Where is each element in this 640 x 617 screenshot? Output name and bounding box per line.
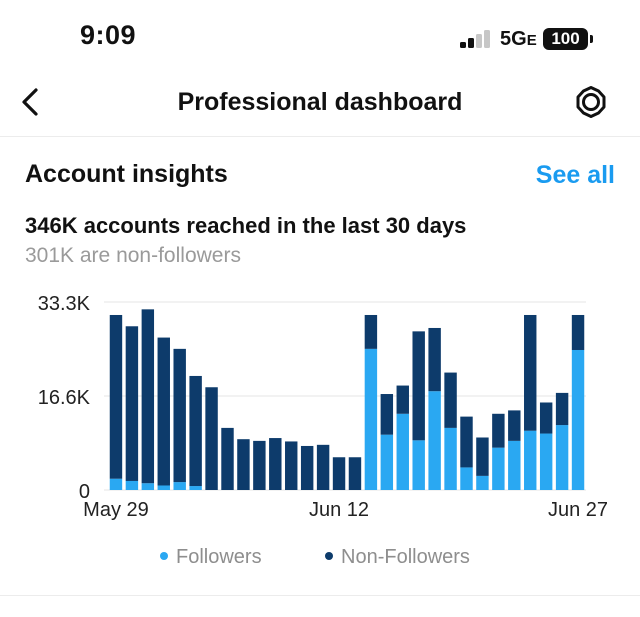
bar-non-followers [157,337,170,486]
bar-followers [412,440,425,490]
x-tick-label: May 29 [83,499,149,521]
bar-followers [555,425,569,490]
bar-followers [189,486,202,490]
battery-cap [590,35,593,43]
x-tick-label: Jun 27 [548,499,608,521]
legend-label-non-followers: Non-Followers [341,546,470,568]
bar-non-followers [348,457,362,490]
bar-non-followers [189,375,202,487]
battery-level: 100 [551,29,580,48]
bar-non-followers [173,348,186,483]
bar-non-followers [253,440,266,490]
non-followers-summary: 301K are non-followers [25,244,241,267]
bar-non-followers [141,309,155,484]
bar-non-followers [332,457,346,490]
bar-followers [173,482,186,490]
status-time: 9:09 [80,20,137,50]
battery-icon: 100 [543,28,588,50]
bar-followers [364,348,378,490]
status-bar: 9:09 5GE 100 [0,0,640,70]
y-tick-label: 33.3K [38,293,91,315]
bar-non-followers [460,416,473,468]
bar-followers [141,483,155,490]
bar-followers [396,413,409,490]
bar-non-followers [300,445,314,490]
bar-non-followers [492,413,505,448]
bar-non-followers [269,438,282,490]
see-all-link[interactable]: See all [535,161,615,189]
legend-dot-non-followers [325,551,333,560]
nav-bar: Professional dashboard [0,70,640,137]
network-indicator: 5GE [500,28,537,51]
bar-non-followers [508,410,521,441]
legend-item-non-followers: Non-Followers [325,546,470,569]
page-title: Professional dashboard [177,88,463,116]
bar-non-followers [396,385,409,414]
bar-non-followers [316,444,330,490]
bar-non-followers [364,314,378,349]
bar-followers [125,480,139,490]
bar-non-followers [285,441,298,490]
chevron-left-icon [22,88,38,116]
bar-non-followers [412,331,425,441]
bar-non-followers [571,314,585,350]
bottom-divider [0,595,640,596]
legend-label-followers: Followers [176,546,262,568]
bar-non-followers [444,372,457,428]
gear-icon [576,86,606,118]
bar-followers [109,478,123,490]
bar-followers [444,427,457,490]
bar-non-followers [109,314,123,479]
bar-non-followers [476,437,489,476]
bar-non-followers [380,394,394,435]
bar-followers [571,349,585,490]
section-title: Account insights [25,160,228,188]
bar-non-followers [237,439,250,490]
bar-followers [380,434,394,490]
network-type: 5G [500,28,527,50]
x-tick-label: Jun 12 [309,499,369,521]
chart-legend: Followers Non-Followers [0,546,640,572]
legend-item-followers: Followers [160,546,262,569]
bar-followers [524,430,537,490]
bar-followers [492,447,505,490]
bar-followers [157,485,170,490]
bar-followers [460,467,473,490]
settings-button[interactable] [574,85,608,119]
network-suffix: E [526,32,537,49]
bar-non-followers [125,326,139,481]
reach-summary: 346K accounts reached in the last 30 day… [25,213,467,238]
bar-non-followers [555,392,569,426]
legend-dot-followers [160,551,168,560]
bar-followers [539,433,553,490]
bar-non-followers [221,427,234,490]
back-button[interactable] [14,84,50,120]
bar-followers [476,475,489,490]
bar-non-followers [524,314,537,431]
bar-followers [508,440,521,490]
signal-strength-icon [460,30,494,48]
y-tick-label: 0 [79,481,90,503]
bar-non-followers [539,402,553,434]
y-tick-label: 16.6K [38,387,91,409]
bar-followers [428,391,441,490]
bar-non-followers [205,387,218,490]
bar-non-followers [428,327,441,392]
